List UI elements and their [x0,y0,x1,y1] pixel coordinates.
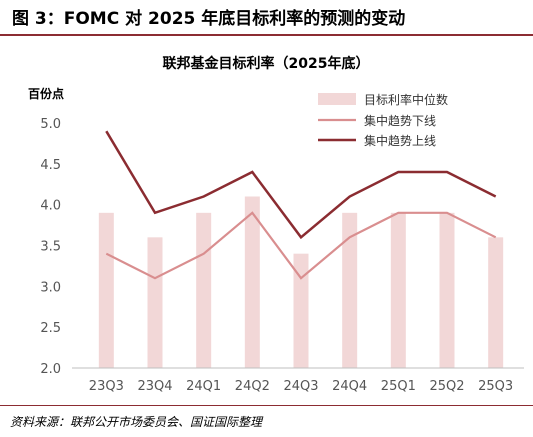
x-tick-label: 24Q4 [332,379,367,394]
x-tick-label: 24Q2 [235,379,270,394]
y-tick-label: 3.0 [40,280,61,295]
chart-title: 联邦基金目标利率（2025年底） [163,55,370,72]
figure-title: 图 3：FOMC 对 2025 年底目标利率的预测的变动 [12,9,406,29]
x-tick-label: 25Q2 [429,379,464,394]
x-tick-label: 24Q1 [186,379,221,394]
source-note: 资料来源：联邦公开市场委员会、国证国际整理 [10,415,263,429]
bar-series [98,196,504,368]
y-tick-label: 2.0 [40,362,61,377]
y-tick-label: 4.5 [40,158,61,173]
x-tick-label: 23Q4 [137,379,172,394]
legend-label: 目标利率中位数 [364,92,448,107]
bar-23Q4 [147,237,163,368]
y-tick-label: 4.0 [40,199,61,214]
bar-25Q3 [488,237,504,368]
y-axis-unit-label: 百份点 [28,86,64,101]
bar-25Q1 [390,212,406,368]
line-series [105,130,497,280]
upper-band-line [105,130,497,240]
bar-23Q3 [98,212,114,368]
bar-24Q3 [293,253,309,368]
bar-24Q4 [342,212,358,368]
top-rule [0,34,533,36]
legend-swatch-bar [318,93,356,105]
y-tick-label: 3.5 [40,240,61,255]
x-tick-label: 23Q3 [89,379,124,394]
x-tick-label: 24Q3 [283,379,318,394]
lower-band-line [105,211,497,280]
bar-24Q1 [196,212,212,368]
bar-24Q2 [244,196,260,368]
bar-25Q2 [439,212,455,368]
y-tick-label: 5.0 [40,117,61,132]
legend-label: 集中趋势上线 [364,133,436,148]
y-tick-label: 2.5 [40,321,61,336]
x-tick-label: 25Q3 [478,379,513,394]
legend-label: 集中趋势下线 [364,113,436,128]
x-tick-label: 25Q1 [381,379,416,394]
bottom-rule [0,405,533,406]
axes: 2.0 2.5 3.0 3.5 4.0 4.5 5.0 23Q3 23Q4 24Q1 24Q2 24Q… [40,117,524,394]
chart: 联邦基金目标利率（2025年底） 百份点 2.0 2.5 3.0 3.5 4.0 4.5 5… [28,55,524,394]
